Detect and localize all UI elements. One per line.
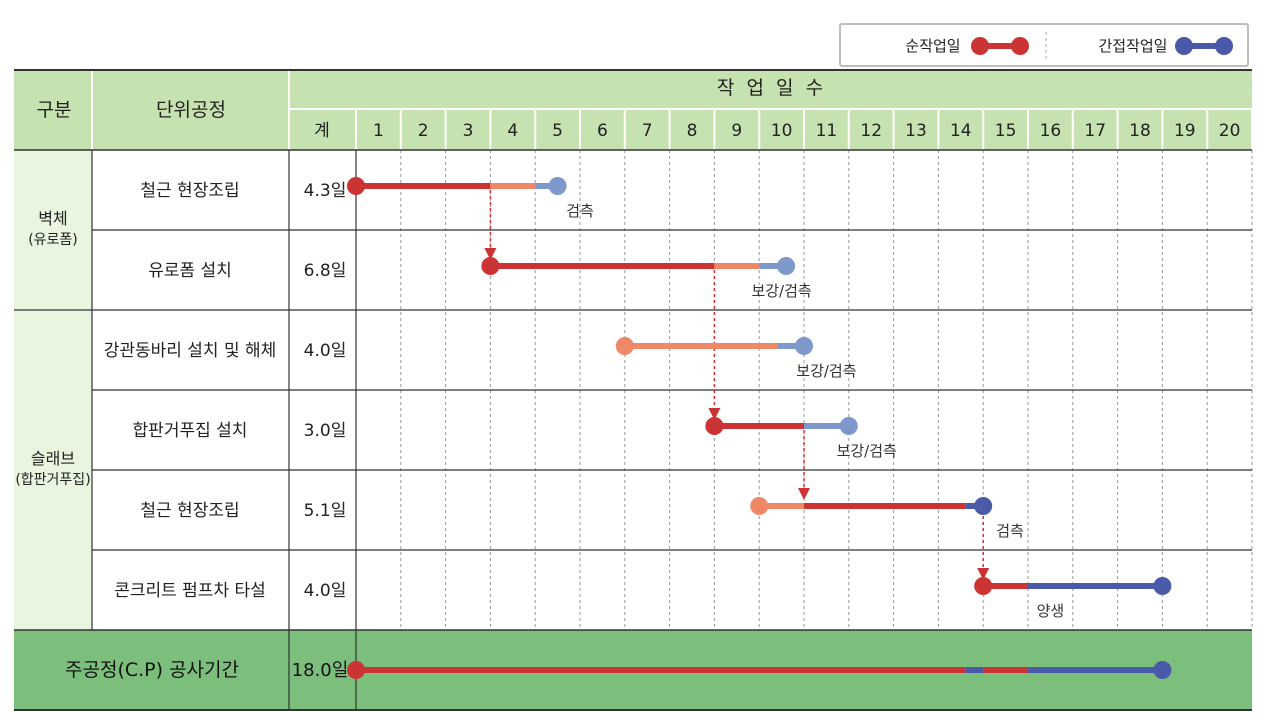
footer-bar-start-dot: [347, 661, 365, 679]
x-tick-label: 4: [507, 121, 518, 141]
x-tick-label: 14: [950, 121, 972, 141]
x-tick-label: 9: [731, 121, 742, 141]
row-process-label: 유로폼 설치: [148, 261, 232, 281]
x-tick-label: 19: [1174, 121, 1196, 141]
x-tick-label: 17: [1084, 121, 1106, 141]
x-tick-label: 20: [1219, 121, 1241, 141]
footer-bar-end-dot: [1153, 661, 1172, 679]
task-annotation: 검측: [996, 522, 1024, 540]
row-total-label: 4.0일: [304, 581, 347, 601]
task-bar-end-dot: [777, 257, 796, 275]
x-tick-label: 5: [552, 121, 563, 141]
row-total-label: 4.0일: [304, 341, 347, 361]
task-annotation: 보강/검측: [751, 282, 811, 300]
x-tick-label: 11: [816, 121, 838, 141]
dependency-arrows: [484, 190, 990, 580]
x-tick-label: 1: [373, 121, 384, 141]
task-bar-end-dot: [548, 177, 567, 195]
task-bar-start-dot: [347, 177, 365, 195]
task-bar-start-dot: [615, 337, 634, 355]
header-total: 계: [314, 121, 330, 141]
row-process-label: 콘크리트 펌프차 타설: [114, 581, 266, 601]
row-process-label: 강관동바리 설치 및 해체: [104, 341, 277, 361]
group-label: 벽체 (유로폼): [28, 209, 78, 248]
legend-direct-start-dot: [971, 37, 989, 55]
x-axis-ticks: 1 2 3 4 5 6 7 8 9 10 11 12 13 14 15 16 17 18 19 20: [373, 121, 1240, 141]
task-bar-end-dot: [1153, 577, 1172, 595]
x-tick-label: 3: [463, 121, 474, 141]
legend-indirect-label: 간접작업일: [1098, 37, 1167, 55]
legend-direct-label: 순작업일: [905, 37, 960, 55]
x-tick-label: 7: [642, 121, 653, 141]
task-annotation: 검측: [566, 202, 594, 220]
row-total-label: 4.3일: [304, 181, 347, 201]
task-annotation: 보강/검측: [837, 442, 897, 460]
task-bar-start-dot: [705, 417, 724, 435]
x-tick-label: 8: [687, 121, 698, 141]
header-category: 구분: [37, 99, 72, 121]
group-wall-background: [14, 150, 92, 310]
group-slab-background: [14, 310, 92, 630]
x-tick-label: 15: [995, 121, 1017, 141]
task-bar-start-dot: [750, 497, 769, 515]
x-tick-label: 18: [1129, 121, 1151, 141]
header-process: 단위공정: [156, 99, 226, 121]
task-bar-start-dot: [481, 257, 500, 275]
task-bar-end-dot: [974, 497, 993, 515]
row-process-label: 합판거푸집 설치: [133, 421, 248, 441]
legend: 순작업일 간접작업일: [839, 23, 1249, 67]
x-tick-label: 6: [597, 121, 608, 141]
task-bar-start-dot: [974, 577, 993, 595]
group-label: 슬래브 (합판거푸집): [15, 449, 90, 488]
legend-indirect-start-dot: [1175, 37, 1193, 55]
task-bar-end-dot: [839, 417, 858, 435]
row-process-label: 철근 현장조립: [140, 181, 239, 201]
legend-direct-end-dot: [1011, 37, 1029, 55]
x-tick-label: 13: [905, 121, 927, 141]
footer-row: 주공정(C.P) 공사기간 18.0일: [65, 659, 1172, 681]
task-bar-end-dot: [795, 337, 813, 355]
x-tick-label: 12: [860, 121, 882, 141]
header-work-days: 작 업 일 수: [717, 77, 823, 99]
row-process-label: 철근 현장조립: [140, 501, 239, 521]
footer-total: 18.0일: [292, 660, 349, 681]
x-tick-label: 2: [418, 121, 429, 141]
x-tick-label: 10: [771, 121, 793, 141]
row-total-label: 6.8일: [304, 261, 347, 281]
x-tick-label: 16: [1040, 121, 1062, 141]
footer-label: 주공정(C.P) 공사기간: [65, 659, 239, 681]
row-total-label: 5.1일: [304, 501, 347, 521]
legend-box: [839, 23, 1249, 67]
row-total-label: 3.0일: [304, 421, 347, 441]
task-annotation: 보강/검측: [796, 362, 856, 380]
table-grid: [14, 69, 1253, 711]
task-annotation: 양생: [1037, 602, 1065, 620]
legend-indirect-end-dot: [1215, 37, 1233, 55]
